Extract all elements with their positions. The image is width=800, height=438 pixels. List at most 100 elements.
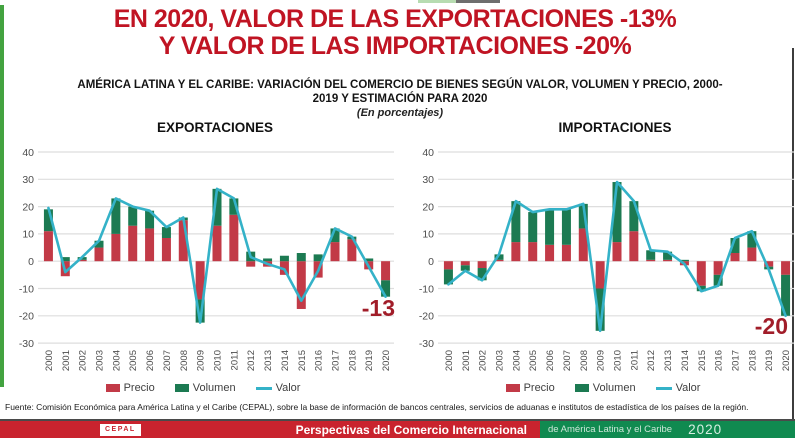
svg-text:2013: 2013 (263, 350, 274, 371)
svg-text:10: 10 (22, 229, 34, 241)
svg-text:2009: 2009 (196, 350, 207, 371)
svg-text:2019: 2019 (764, 350, 775, 371)
importaciones-title: IMPORTACIONES (558, 120, 672, 135)
exportaciones-title: EXPORTACIONES (156, 120, 273, 135)
unit-note: (En porcentajes) (356, 107, 444, 119)
footer-bar-green: de América Latina y el Caribe 2020 (540, 421, 795, 438)
svg-text:2001: 2001 (61, 350, 72, 371)
footer-bar: CEPAL Perspectivas del Comercio Internac… (0, 421, 795, 438)
svg-text:10: 10 (422, 229, 434, 241)
svg-text:2017: 2017 (731, 350, 742, 371)
svg-text:2018: 2018 (347, 350, 358, 371)
left-edge-strip (0, 5, 4, 387)
svg-text:0: 0 (428, 256, 434, 268)
page-title: EN 2020, VALOR DE LAS EXPORTACIONES -13%… (0, 6, 790, 60)
svg-text:30: 30 (22, 174, 34, 186)
precio-swatch-icon (505, 384, 520, 392)
legend-label-volumen: Volumen (592, 382, 636, 394)
svg-text:2006: 2006 (145, 350, 156, 371)
svg-text:2004: 2004 (511, 350, 522, 371)
volumen-swatch-icon (174, 384, 189, 392)
svg-text:2005: 2005 (128, 350, 139, 371)
legend-label-volumen: Volumen (192, 382, 236, 394)
svg-text:-20: -20 (755, 313, 788, 339)
svg-text:2006: 2006 (545, 350, 556, 371)
subtitle-line-1: AMÉRICA LATINA Y EL CARIBE: VARIACIÓN DE… (77, 79, 723, 91)
legend-label-precio: Precio (123, 382, 155, 394)
svg-text:2014: 2014 (680, 350, 691, 371)
svg-text:2003: 2003 (95, 350, 106, 371)
valor-line-swatch-icon (255, 386, 272, 390)
svg-text:2002: 2002 (78, 350, 89, 371)
top-green-artifact (418, 0, 456, 3)
svg-text:2012: 2012 (646, 350, 657, 371)
svg-text:2013: 2013 (663, 350, 674, 371)
svg-text:2002: 2002 (478, 350, 489, 371)
svg-text:2016: 2016 (314, 350, 325, 371)
footer-publication-subtitle: de América Latina y el Caribe (548, 424, 673, 435)
cepal-logo: CEPAL (100, 423, 141, 436)
svg-text:0: 0 (28, 256, 34, 268)
legend-label-valor: Valor (275, 382, 301, 394)
svg-text:2011: 2011 (229, 350, 240, 370)
legend-label-valor: Valor (675, 382, 701, 394)
svg-text:2003: 2003 (495, 350, 506, 371)
svg-text:2004: 2004 (111, 350, 122, 371)
svg-text:2000: 2000 (444, 350, 455, 371)
svg-text:2018: 2018 (747, 350, 758, 371)
svg-text:2015: 2015 (697, 350, 708, 371)
chart-subtitle: AMÉRICA LATINA Y EL CARIBE: VARIACIÓN DE… (0, 79, 800, 106)
precio-swatch-icon (105, 384, 120, 392)
svg-text:2017: 2017 (331, 350, 342, 371)
valor-line-swatch-icon (655, 386, 672, 390)
footer-publication-year: 2020 (688, 422, 723, 437)
volumen-swatch-icon (574, 384, 589, 392)
svg-text:2008: 2008 (579, 350, 590, 371)
svg-text:20: 20 (22, 201, 34, 213)
svg-text:-20: -20 (419, 311, 434, 323)
svg-text:2019: 2019 (364, 350, 375, 371)
svg-text:2016: 2016 (714, 350, 725, 371)
chart-panel-exportaciones: EXPORTACIONES 40 30 20 10 0 -10 -20 -30 2000 2001… (6, 120, 400, 396)
svg-text:2007: 2007 (162, 350, 173, 371)
legend-item-precio: Precio (105, 382, 155, 394)
source-note: Fuente: Comisión Económica para América … (5, 402, 749, 412)
svg-text:2010: 2010 (213, 350, 224, 371)
svg-text:2015: 2015 (297, 350, 308, 371)
title-line-1: EN 2020, VALOR DE LAS EXPORTACIONES -13% (113, 5, 677, 33)
footer-publication-title: Perspectivas del Comercio Internacional (295, 422, 527, 437)
svg-text:40: 40 (22, 147, 34, 159)
footer-divider (0, 419, 795, 421)
chart-panel-importaciones: IMPORTACIONES 40 30 20 10 0 -10 -20 -30 2000 2001… (406, 120, 800, 396)
subtitle-line-2: 2019 Y ESTIMACIÓN PARA 2020 (312, 92, 488, 105)
title-line-2: Y VALOR DE LAS IMPORTACIONES -20% (158, 32, 632, 60)
svg-text:-10: -10 (19, 283, 34, 295)
svg-text:-20: -20 (19, 311, 34, 323)
svg-text:2001: 2001 (461, 350, 472, 371)
svg-text:2009: 2009 (596, 350, 607, 371)
exportaciones-legend: Precio Volumen Valor (6, 380, 400, 396)
legend-item-volumen: Volumen (174, 382, 236, 394)
svg-text:2020: 2020 (381, 350, 392, 371)
footer-bar-red: CEPAL Perspectivas del Comercio Internac… (0, 421, 540, 438)
svg-text:30: 30 (422, 174, 434, 186)
svg-text:2000: 2000 (44, 350, 55, 371)
svg-text:2007: 2007 (562, 350, 573, 371)
svg-text:-10: -10 (419, 283, 434, 295)
svg-text:40: 40 (422, 147, 434, 159)
legend-item-precio: Precio (505, 382, 555, 394)
importaciones-legend: Precio Volumen Valor (406, 380, 800, 396)
svg-text:-13: -13 (362, 295, 395, 321)
svg-text:20: 20 (422, 201, 434, 213)
svg-text:2020: 2020 (781, 350, 792, 371)
svg-text:2012: 2012 (246, 350, 257, 371)
svg-text:-30: -30 (19, 338, 34, 350)
svg-text:2008: 2008 (179, 350, 190, 371)
svg-text:2014: 2014 (280, 350, 291, 371)
legend-item-valor: Valor (255, 382, 301, 394)
svg-text:-30: -30 (419, 338, 434, 350)
svg-text:2010: 2010 (613, 350, 624, 371)
